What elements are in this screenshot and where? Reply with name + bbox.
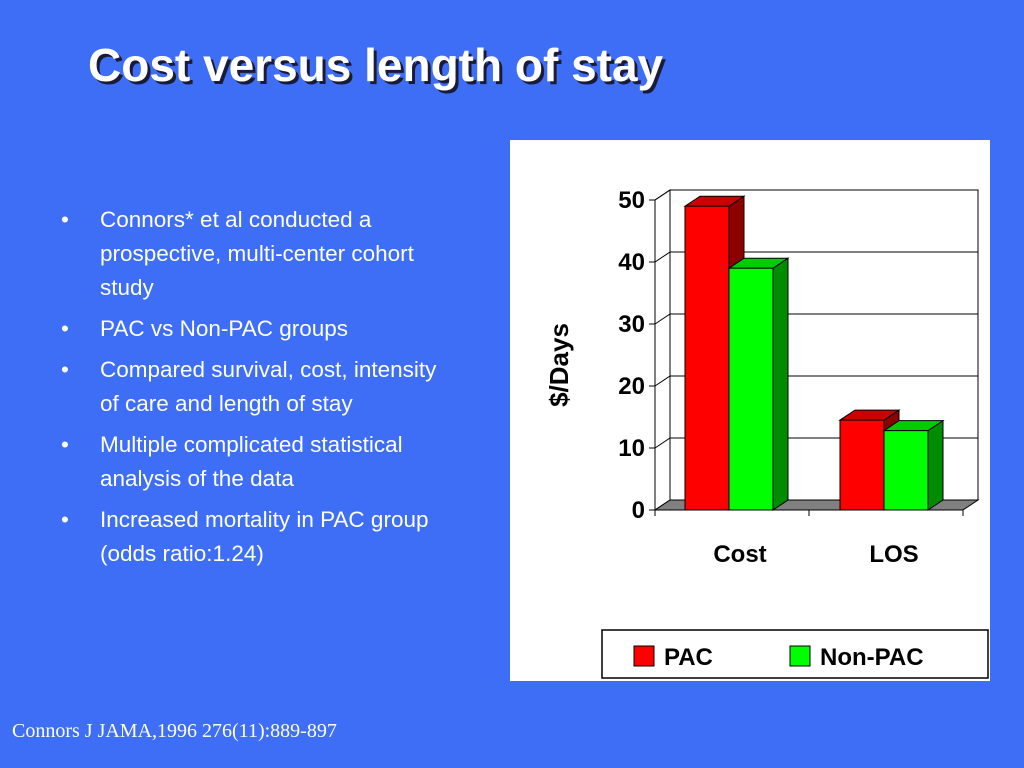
gridline	[654, 375, 978, 387]
bar-side-face	[772, 257, 789, 511]
bullet-item: • Increased mortality in PAC group (odds …	[58, 503, 458, 571]
legend-label: Non-PAC	[820, 644, 924, 671]
bullet-list: • Connors* et al conducted a prospective,…	[58, 203, 458, 578]
gridline	[654, 313, 978, 325]
legend-swatch	[789, 645, 811, 667]
bullet-text: Connors* et al conducted a prospective, …	[100, 207, 414, 300]
bullet-marker: •	[61, 357, 69, 382]
bar-front-face	[728, 267, 774, 511]
bullet-item: • Compared survival, cost, intensity of c…	[58, 353, 458, 421]
gridline	[654, 251, 978, 263]
bullet-marker: •	[61, 207, 69, 232]
bullet-text: PAC vs Non-PAC groups	[100, 316, 349, 341]
bar-non-pac-los	[882, 419, 945, 511]
bullet-item: • PAC vs Non-PAC groups	[58, 312, 458, 346]
bullet-marker: •	[61, 507, 69, 532]
y-tick-label: 50	[618, 187, 645, 214]
y-tick-label: 30	[618, 311, 645, 338]
legend-label: PAC	[664, 644, 713, 671]
bar-chart: 0 10 20 30 40 50 $/Days Cost LOS PAC Non-PAC	[544, 187, 989, 679]
y-axis-title: $/Days	[544, 323, 574, 407]
bullet-item: • Connors* et al conducted a prospective,…	[58, 203, 458, 305]
bar-non-pac-cost	[727, 257, 790, 511]
bar-front-face	[883, 430, 929, 511]
chart-side-wall	[654, 189, 671, 511]
bar-front-face	[839, 419, 885, 511]
bullet-text: Compared survival, cost, intensity of ca…	[100, 357, 437, 416]
x-category-label: LOS	[869, 541, 918, 568]
y-tick-label: 20	[618, 373, 645, 400]
y-tick-label: 10	[618, 435, 645, 462]
y-tick-label: 40	[618, 249, 645, 276]
chart-legend: PAC Non-PAC	[601, 629, 989, 679]
chart-panel: 0 10 20 30 40 50 $/Days Cost LOS PAC Non-PAC	[510, 140, 990, 681]
gridline	[654, 189, 978, 201]
citation-footer: Connors J JAMA,1996 276(11):889-897	[12, 720, 337, 742]
bullet-marker: •	[61, 316, 69, 341]
bullet-text: Increased mortality in PAC group (odds r…	[100, 507, 429, 566]
bar-front-face	[684, 205, 730, 511]
slide-title: Cost versus length of stay	[88, 39, 664, 91]
legend-swatch	[633, 645, 655, 667]
bullet-item: • Multiple complicated statistical analys…	[58, 428, 458, 496]
y-tick-label: 0	[632, 497, 645, 524]
bar-side-face	[927, 419, 944, 511]
bullet-text: Multiple complicated statistical analysi…	[100, 432, 403, 491]
bullet-marker: •	[61, 432, 69, 457]
x-category-label: Cost	[713, 541, 766, 568]
